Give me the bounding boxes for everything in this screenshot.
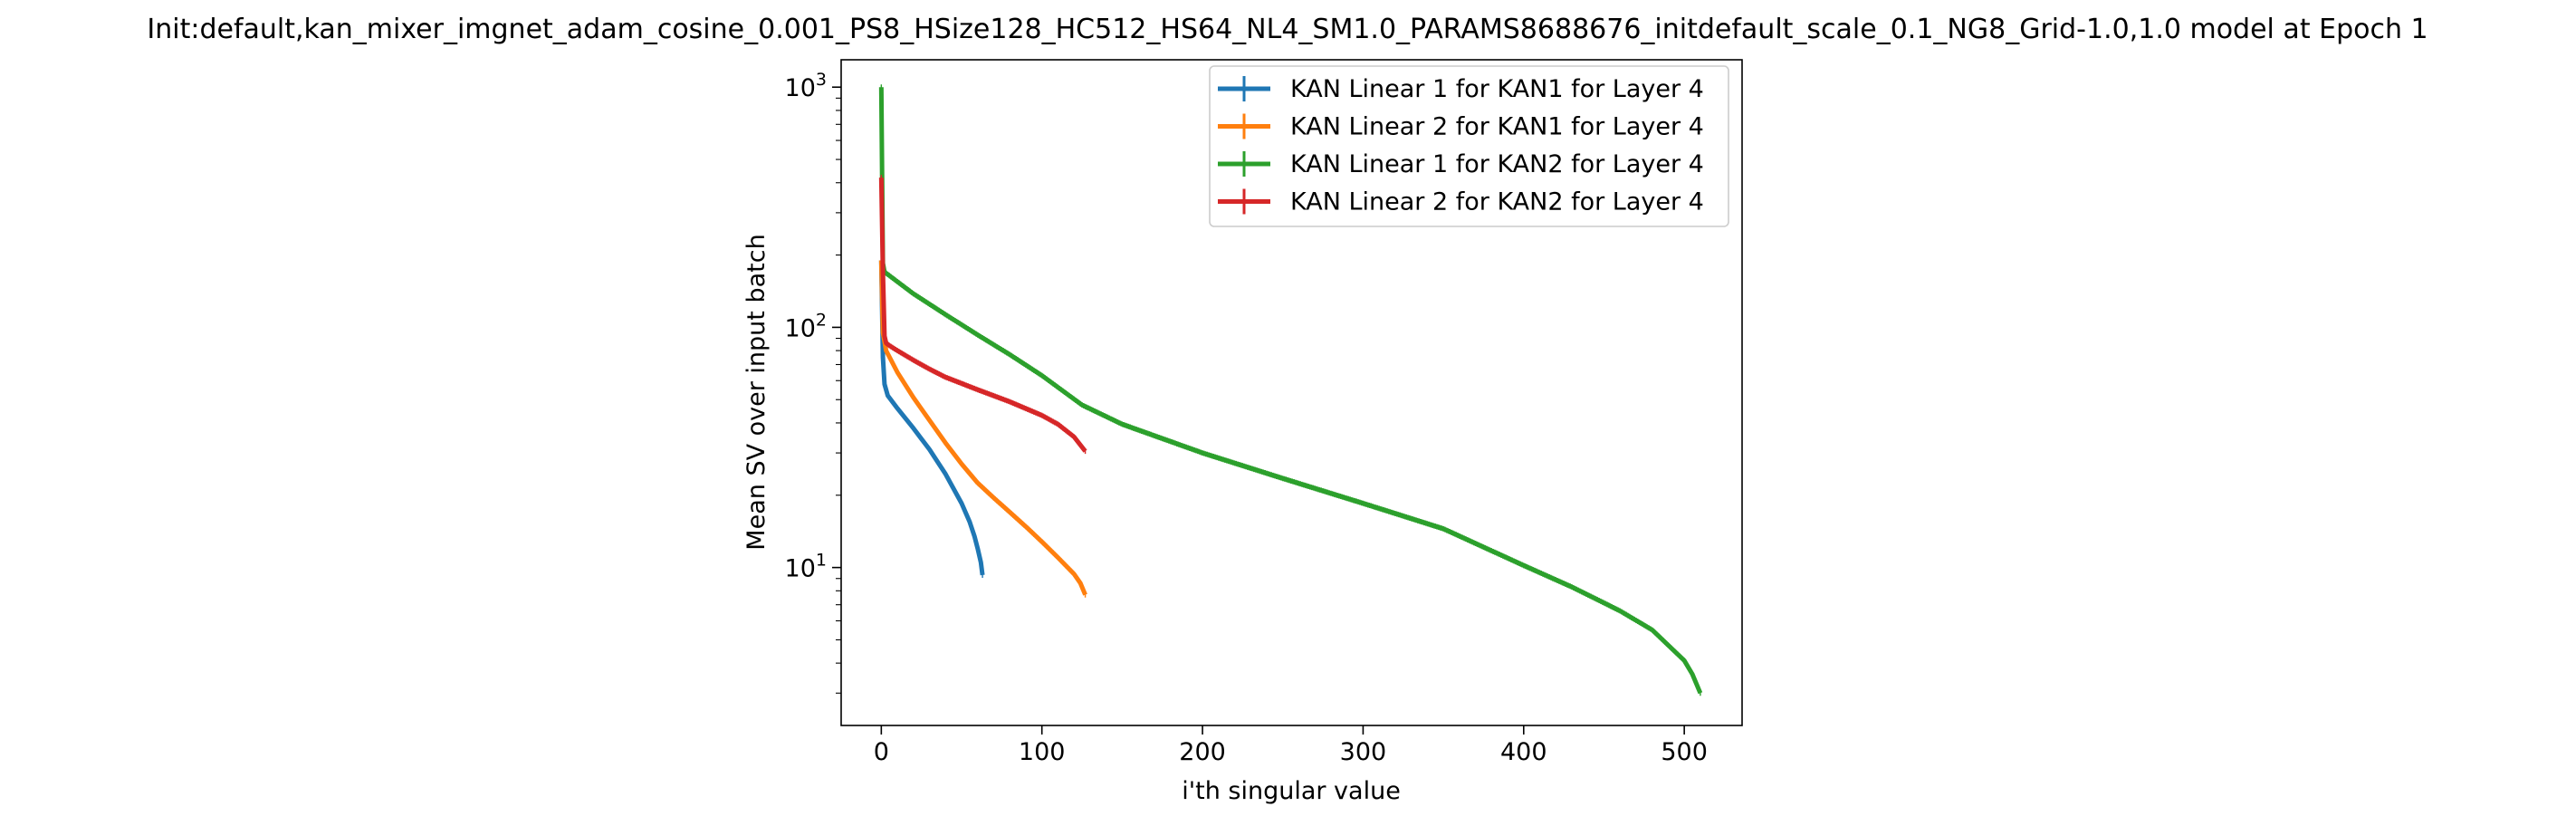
y-tick-label: 102 xyxy=(785,310,827,342)
x-tick-label: 500 xyxy=(1661,738,1708,766)
series-4-error-bars xyxy=(880,175,1087,455)
x-tick-label: 400 xyxy=(1500,738,1547,766)
axes-frame xyxy=(840,59,1743,726)
x-tick-label: 200 xyxy=(1179,738,1226,766)
y-axis: 101 102 103 xyxy=(785,70,841,694)
x-tick-label: 0 xyxy=(874,738,889,766)
legend-entry-2: KAN Linear 2 for KAN1 for Layer 4 xyxy=(1218,113,1704,141)
legend-entry-1: KAN Linear 1 for KAN1 for Layer 4 xyxy=(1218,75,1704,103)
y-tick-label: 103 xyxy=(785,70,827,102)
legend-box xyxy=(1209,65,1729,227)
legend-entry-4: KAN Linear 2 for KAN2 for Layer 4 xyxy=(1218,188,1704,216)
series-3 xyxy=(878,84,1703,696)
series-layer xyxy=(878,84,1703,696)
x-tick-label: 300 xyxy=(1340,738,1387,766)
series-1 xyxy=(878,257,985,578)
legend-entry-3: KAN Linear 1 for KAN2 for Layer 4 xyxy=(1218,150,1704,178)
legend-label: KAN Linear 1 for KAN2 for Layer 4 xyxy=(1290,150,1704,178)
legend-label: KAN Linear 1 for KAN1 for Layer 4 xyxy=(1290,75,1704,103)
x-tick-label: 100 xyxy=(1019,738,1066,766)
y-tick-label: 101 xyxy=(785,551,827,583)
legend: KAN Linear 1 for KAN1 for Layer 4 KAN Lin… xyxy=(1209,65,1729,227)
legend-label: KAN Linear 2 for KAN2 for Layer 4 xyxy=(1290,188,1704,216)
x-axis: 0 100 200 300 400 500 xyxy=(874,725,1708,766)
series-1-line xyxy=(878,260,985,576)
series-3-line xyxy=(878,87,1703,695)
x-axis-label: i'th singular value xyxy=(1182,777,1401,805)
chart-title: Init:default,kan_mixer_imgnet_adam_cosin… xyxy=(147,14,2428,45)
y-axis-label: Mean SV over input batch xyxy=(742,234,771,550)
legend-label: KAN Linear 2 for KAN1 for Layer 4 xyxy=(1290,113,1704,141)
series-4 xyxy=(878,175,1087,455)
series-4-line xyxy=(878,178,1087,453)
series-2-line xyxy=(878,260,1087,596)
